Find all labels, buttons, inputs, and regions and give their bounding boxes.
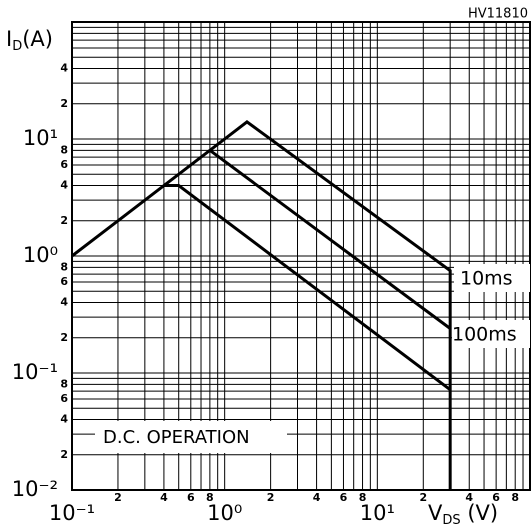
id-code: HV11810 [468, 7, 528, 22]
y-tick-label: 2 [60, 97, 68, 110]
x-tick-label: 4 [160, 491, 168, 504]
series-label: 10ms [460, 268, 513, 290]
y-tick-label: 8 [60, 377, 68, 390]
y-tick-label: 10¹ [23, 126, 58, 150]
x-tick-label: 6 [187, 491, 195, 504]
series-label: 100ms [452, 324, 517, 346]
x-tick-label: 10⁰ [207, 501, 242, 525]
x-tick-label: 2 [419, 491, 427, 504]
label-bg [454, 264, 530, 292]
x-tick-label: 6 [492, 491, 500, 504]
x-label-main: V [428, 501, 443, 525]
x-tick-label: 4 [313, 491, 321, 504]
y-label-sub: D [12, 39, 22, 54]
x-tick-label: 2 [267, 491, 275, 504]
soa-line [71, 120, 452, 490]
x-label-unit: (V) [461, 501, 498, 525]
soa-line [208, 149, 452, 330]
y-tick-label: 2 [60, 448, 68, 461]
x-label-sub: DS [442, 513, 460, 528]
x-tick-label: 10¹ [360, 501, 395, 525]
y-tick-label: 8 [60, 143, 68, 156]
y-tick-label: 10⁻² [12, 477, 58, 501]
y-tick-label: 2 [60, 331, 68, 344]
x-tick-label: 4 [465, 491, 473, 504]
label-bg [452, 320, 530, 348]
y-tick-label: 4 [60, 296, 68, 309]
y-tick-label: 8 [60, 260, 68, 273]
y-tick-label: 6 [60, 392, 68, 405]
x-tick-label: 10⁻¹ [49, 501, 95, 525]
y-tick-label: 2 [60, 214, 68, 227]
x-tick-label: 8 [511, 491, 519, 504]
y-tick-label: 4 [60, 179, 68, 192]
y-tick-label: 10⁰ [23, 243, 58, 267]
y-tick-label: 4 [60, 413, 68, 426]
y-tick-label: 6 [60, 158, 68, 171]
x-tick-label: 8 [206, 491, 214, 504]
y-tick-label: 10⁻¹ [12, 360, 58, 384]
x-axis-label: VDS (V) [428, 501, 498, 528]
y-label-main: I [6, 27, 12, 51]
y-tick-label: 6 [60, 275, 68, 288]
x-tick-label: 8 [359, 491, 367, 504]
label-bg [95, 421, 287, 453]
soa-line [163, 184, 452, 391]
y-axis-label: ID(A) [6, 27, 53, 54]
x-tick-label: 6 [340, 491, 348, 504]
series-label: D.C. OPERATION [103, 427, 250, 448]
x-tick-label: 2 [114, 491, 122, 504]
y-label-unit: (A) [22, 27, 53, 51]
y-tick-label: 4 [60, 62, 68, 75]
